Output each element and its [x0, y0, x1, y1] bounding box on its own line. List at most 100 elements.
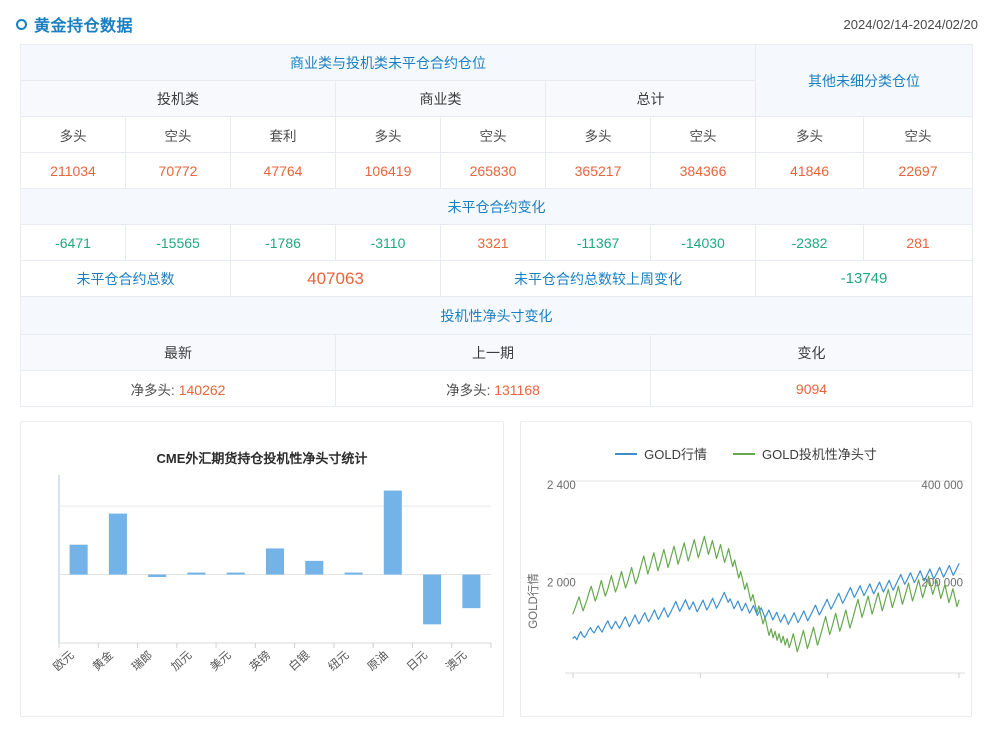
- total-value: 407063: [230, 260, 441, 297]
- y-left-tick-top: 2 400: [547, 480, 576, 492]
- y-right-tick-top: 400 000: [921, 480, 963, 492]
- group-header-right: 其他未细分类仓位: [755, 44, 974, 117]
- bar-xtick-美元: 美元: [207, 647, 234, 673]
- circle-icon: [16, 18, 27, 30]
- y-axis-label: GOLD行情: [527, 573, 540, 629]
- bar-chart-svg: 欧元 黄金 瑞郎 加元 美元 英镑 白银 纽元 原油 日元 澳元: [51, 475, 492, 674]
- bar-原油: [383, 490, 402, 575]
- net-previous-label: 净多头:: [446, 382, 491, 398]
- page-title-group: 黄金持仓数据: [16, 12, 133, 36]
- change-value-0: -6471: [20, 224, 126, 261]
- net-latest-value: 140262: [178, 381, 226, 398]
- net-change-value: 9094: [649, 370, 974, 407]
- bar-白银: [305, 560, 324, 575]
- legend-label-net-position: GOLD投机性净头寸: [762, 447, 877, 462]
- bar-xtick-欧元: 欧元: [51, 648, 77, 673]
- oi-value-2: 47764: [230, 152, 336, 189]
- bar-xtick-瑞郎: 瑞郎: [129, 648, 155, 674]
- charts-row: CME外汇期货持仓投机性净头寸统计 欧元 黄金 瑞郎 加元 美元 英镑 白银 纽元 原油 日元 澳元…: [0, 407, 992, 717]
- col-header-7: 多头: [755, 116, 865, 153]
- total-label: 未平仓合约总数: [20, 260, 231, 297]
- group-header-left: 商业类与投机类未平仓合约仓位: [19, 44, 757, 81]
- bar-美元: [226, 572, 245, 575]
- bar-英镑: [265, 548, 285, 575]
- bar-日元: [423, 574, 442, 625]
- bar-chart-card: CME外汇期货持仓投机性净头寸统计 欧元 黄金 瑞郎 加元 美元 英镑 白银 纽元 原油 日元 澳元: [20, 421, 504, 717]
- table-row-totals: 未平仓合约总数 407063 未平仓合约总数较上周变化 -13749: [20, 260, 974, 297]
- oi-value-7: 41846: [755, 152, 865, 189]
- holdings-table-wrap: 商业类与投机类未平仓合约仓位 其他未细分类仓位 投机类 商业类 总计 多头 空头…: [0, 44, 992, 407]
- total-change-value: -13749: [755, 260, 974, 297]
- bar-纽元: [344, 572, 363, 575]
- net-section-header: 投机性净头寸变化: [19, 296, 974, 335]
- oi-value-4: 265830: [440, 152, 546, 189]
- table-row-change-header: 未平仓合约变化: [19, 188, 974, 225]
- net-col-latest: 最新: [20, 334, 336, 371]
- bar-瑞郎: [148, 574, 167, 578]
- change-header: 未平仓合约变化: [19, 188, 974, 225]
- date-range-label: 2024/02/14-2024/02/20: [843, 16, 978, 32]
- bar-chart-title: CME外汇期货持仓投机性净头寸统计: [156, 451, 368, 466]
- net-col-previous: 上一期: [335, 334, 651, 371]
- net-previous-value: 131168: [494, 381, 540, 398]
- col-header-0: 多头: [20, 116, 126, 153]
- category-speculative: 投机类: [20, 80, 336, 117]
- bar-xtick-澳元: 澳元: [444, 648, 470, 673]
- change-value-1: -15565: [125, 224, 231, 261]
- line-gold-price: [572, 563, 960, 641]
- y-right-tick-mid: 200 000: [921, 578, 963, 590]
- change-value-5: -11367: [545, 224, 651, 261]
- change-value-7: -2382: [755, 224, 865, 261]
- col-header-8: 空头: [863, 116, 974, 153]
- total-change-label: 未平仓合约总数较上周变化: [439, 260, 757, 297]
- bar-xtick-日元: 日元: [405, 649, 430, 674]
- table-row-category-header: 投机类 商业类 总计: [20, 80, 973, 117]
- bar-加元: [187, 572, 206, 575]
- bar-xtick-黄金: 黄金: [89, 647, 116, 673]
- category-commercial: 商业类: [335, 80, 546, 117]
- table-row-open-interest: 211034 70772 47764 106419 265830 365217 …: [20, 152, 974, 189]
- col-header-4: 空头: [440, 116, 546, 153]
- net-latest-cell: 净多头: 140262: [20, 370, 336, 407]
- table-row-net-header: 投机性净头寸变化: [19, 296, 974, 335]
- page-title: 黄金持仓数据: [34, 18, 134, 35]
- table-row-net-columns: 最新 上一期 变化: [20, 334, 974, 371]
- change-value-8: 281: [863, 224, 974, 261]
- net-previous-cell: 净多头: 131168: [335, 370, 651, 407]
- category-total: 总计: [544, 80, 757, 117]
- oi-value-1: 70772: [125, 152, 231, 189]
- line-chart-card: GOLD行情 GOLD投机性净头寸 2 400 2 000 400 000 200 0…: [520, 421, 972, 717]
- bar-xtick-白银: 白银: [286, 647, 313, 673]
- table-row-change-values: -6471 -15565 -1786 -3110 3321 -11367 -14…: [20, 224, 974, 261]
- oi-value-0: 211034: [20, 152, 126, 189]
- change-value-4: 3321: [440, 224, 546, 261]
- change-value-2: -1786: [230, 224, 336, 261]
- bar-黄金: [108, 513, 127, 575]
- change-value-6: -14030: [649, 224, 757, 261]
- table-row-column-header: 多头 空头 套利 多头 空头 多头 空头 多头 空头: [20, 116, 974, 153]
- col-header-6: 空头: [649, 116, 757, 153]
- bar-xtick-原油: 原油: [364, 648, 390, 674]
- oi-value-6: 384366: [649, 152, 757, 189]
- top-bar: 黄金持仓数据 2024/02/14-2024/02/20: [0, 0, 992, 44]
- legend-item-gold-price[interactable]: GOLD行情: [615, 444, 707, 463]
- oi-value-8: 22697: [863, 152, 974, 189]
- net-col-change: 变化: [649, 334, 974, 371]
- col-header-1: 空头: [125, 116, 231, 153]
- bar-欧元: [69, 544, 88, 575]
- table-row-net-values: 净多头: 140262 净多头: 131168 9094: [20, 370, 974, 407]
- bar-xtick-英镑: 英镑: [247, 648, 273, 674]
- legend-item-net-position[interactable]: GOLD投机性净头寸: [733, 444, 877, 463]
- oi-value-3: 106419: [335, 152, 441, 189]
- holdings-table: 商业类与投机类未平仓合约仓位 其他未细分类仓位 投机类 商业类 总计 多头 空头…: [19, 44, 974, 407]
- line-chart-svg: 2 400 2 000 400 000 200 000 GOLD行情: [527, 480, 965, 678]
- legend-label-gold-price: GOLD行情: [644, 447, 707, 462]
- bar-xtick-加元: 加元: [169, 648, 195, 673]
- col-header-5: 多头: [545, 116, 651, 153]
- line-chart-legend: GOLD行情 GOLD投机性净头寸: [521, 422, 971, 463]
- bar-澳元: [462, 574, 481, 609]
- oi-value-5: 365217: [545, 152, 651, 189]
- net-latest-label: 净多头:: [130, 382, 175, 398]
- y-left-tick-mid: 2 000: [547, 578, 576, 590]
